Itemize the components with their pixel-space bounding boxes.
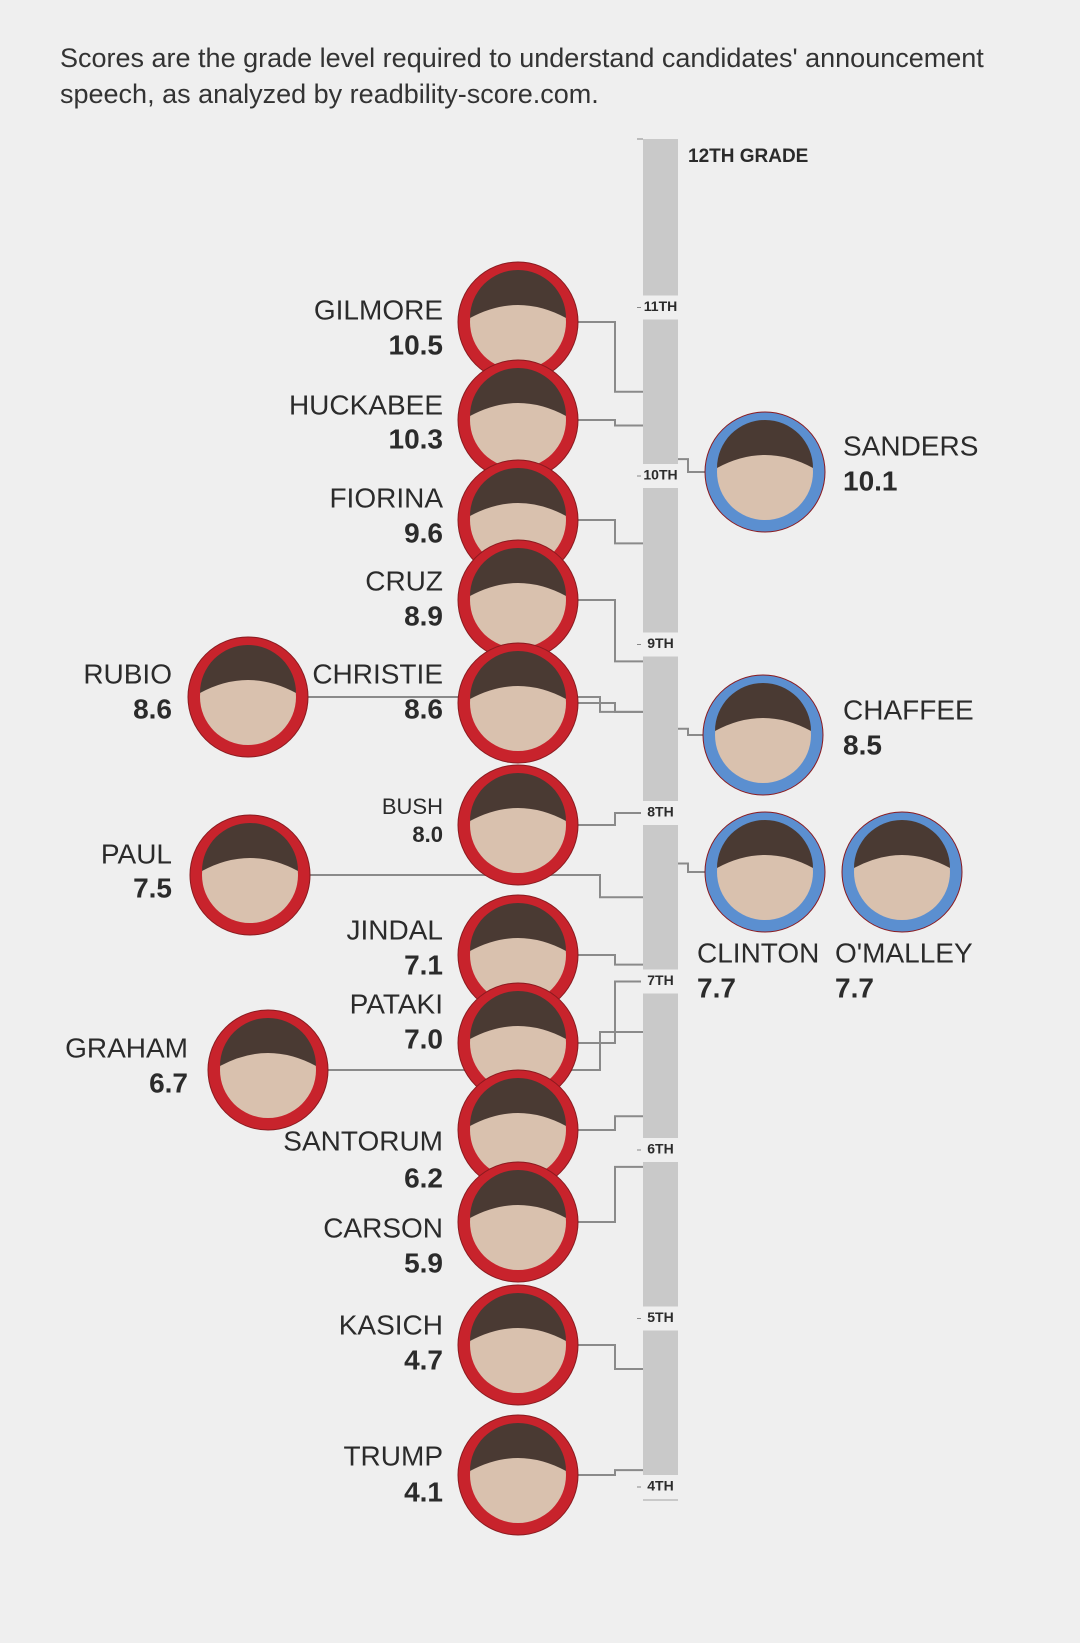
portrait-hair [470,991,566,1039]
candidate-score: 8.0 [412,822,443,847]
y-tick-label: 5TH [647,1309,673,1325]
candidate-name: GILMORE [314,294,443,325]
candidate-name: PAUL [101,838,172,869]
y-tick-label: 7TH [647,972,673,988]
labels: 12TH GRADE 11TH 10TH 9TH 8TH 7TH 6TH 5TH 4TH GILM… [65,146,978,1507]
tick-gap [641,1306,680,1331]
portrait-hair [470,651,566,699]
tick-gap [641,969,680,994]
portrait-hair [717,420,813,468]
leader-line [578,1344,643,1371]
candidate-score: 7.1 [404,949,443,980]
tick-gap [641,632,680,657]
leader-line [578,321,643,393]
leader-line [578,419,643,427]
chart-title: Scores are the grade level required to u… [60,43,984,109]
tick-gap [641,295,680,320]
leader-line [578,1165,643,1223]
candidate-name: CHAFFEE [843,694,974,725]
candidate-name: TRUMP [343,1440,443,1471]
portrait-hair [717,820,813,868]
leader-line [578,519,643,545]
candidate-score: 5.9 [404,1247,443,1278]
candidate-score: 7.7 [835,972,874,1003]
candidate-score: 7.0 [404,1023,443,1054]
candidate-score: 7.5 [133,872,172,903]
portrait-hair [470,1293,566,1341]
y-tick-label: 8TH [647,804,673,820]
tick-gap [641,801,680,825]
candidate-score: 7.7 [697,972,736,1003]
portrait-hair [715,683,811,731]
portrait-hair [470,548,566,596]
candidate-score: 10.3 [389,423,444,454]
candidate-score: 6.7 [149,1067,188,1098]
portrait-hair [202,823,298,871]
y-tick-label: 11TH [644,298,677,314]
leader-line [578,702,643,713]
portrait-hair [470,270,566,318]
candidate-name: SANTORUM [283,1125,443,1156]
portrait-hair [470,773,566,821]
y-tick-label: 10TH [643,467,677,483]
tick-gap [641,1138,680,1162]
portrait-hair [220,1018,316,1066]
candidate-name: O'MALLEY [835,937,973,968]
tick-gap [641,464,680,488]
portrait-hair [470,903,566,951]
leader-line [578,599,643,663]
candidate-name: CLINTON [697,937,819,968]
portrait-hair [200,645,296,693]
candidate-name: FIORINA [329,482,443,513]
candidate-name: SANDERS [843,430,978,461]
candidate-name: PATAKI [350,988,443,1019]
candidate-name: CRUZ [365,565,443,596]
leader-line [578,812,643,826]
candidate-name: KASICH [339,1309,443,1340]
leader-line [578,980,643,1044]
candidate-score: 8.5 [843,729,882,760]
candidate-score: 10.5 [389,329,444,360]
portrait-hair [470,368,566,416]
candidate-name: BUSH [382,794,443,819]
portrait-hair [470,468,566,516]
portrait-hair [470,1170,566,1218]
portraits [187,261,963,1536]
y-tick-label: 12TH GRADE [688,146,808,167]
y-tick-label: 4TH [647,1478,673,1494]
candidate-name: JINDAL [347,914,443,945]
portrait-hair [854,820,950,868]
candidate-score: 8.6 [404,693,443,724]
tick-gap [641,1475,680,1499]
candidate-score: 4.7 [404,1344,443,1375]
leader-line [310,874,643,899]
y-tick-label: 6TH [647,1141,673,1157]
leader-line [578,1115,643,1131]
candidate-name: CHRISTIE [312,658,443,689]
candidate-score: 10.1 [843,465,898,496]
y-tick-label: 9TH [647,635,673,651]
leader-line [678,727,703,736]
candidate-score: 4.1 [404,1476,443,1507]
leader-line [578,1469,643,1476]
candidate-name: HUCKABEE [289,389,443,420]
leader-line [578,954,643,966]
candidate-score: 8.9 [404,600,443,631]
portrait-hair [470,1423,566,1471]
scale [637,138,680,1501]
leader-line [678,458,705,473]
portrait-hair [470,1078,566,1126]
leader-line [678,862,705,873]
candidate-score: 6.2 [404,1162,443,1193]
candidate-score: 8.6 [133,693,172,724]
candidate-score: 9.6 [404,517,443,548]
candidate-name: RUBIO [83,658,172,689]
candidate-name: CARSON [323,1212,443,1243]
candidate-name: GRAHAM [65,1032,188,1063]
